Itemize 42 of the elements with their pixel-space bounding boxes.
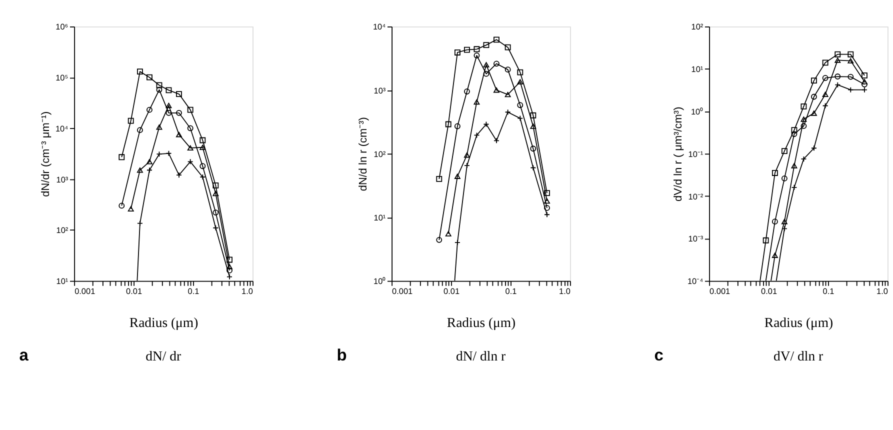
- y-tick-label: 10⁰: [374, 277, 386, 286]
- text: dV/ dln r: [774, 348, 824, 364]
- y-tick-label: 10⁻¹: [688, 150, 704, 159]
- x-tick-label: 0.1: [505, 287, 518, 296]
- text: b: [336, 346, 347, 364]
- x-tick-label: 0.01: [761, 287, 778, 296]
- text: dN/ dr: [146, 348, 182, 364]
- y-tick-label: 10¹: [374, 213, 386, 222]
- x-tick-label: 0.01: [444, 287, 460, 296]
- x-tick-label: 0.001: [74, 287, 96, 296]
- text: a: [19, 346, 30, 364]
- x-tick-label: 0.1: [188, 287, 200, 296]
- y-tick-label: 10¹: [56, 277, 68, 286]
- y-tick-label: 10⁰: [690, 107, 704, 116]
- x-tick-label: 1.0: [559, 287, 571, 296]
- y-tick-label: 10⁴: [55, 124, 69, 134]
- y-axis-title: dN/dr (cm⁻³ μm⁻¹): [40, 111, 52, 197]
- y-axis-title: dN/d ln r (cm⁻³): [358, 117, 370, 192]
- y-tick-label: 10²: [374, 150, 386, 159]
- x-tick-label: 1.0: [876, 287, 888, 296]
- x-tick-label: 0.01: [126, 287, 142, 296]
- text: c: [654, 346, 664, 364]
- y-tick-label: 10⁻⁴: [687, 277, 704, 286]
- x-tick-label: 0.001: [392, 287, 414, 296]
- x-tick-label: 1.0: [242, 287, 254, 296]
- y-tick-label: 10⁴: [372, 22, 386, 32]
- y-tick-label: 10⁵: [56, 74, 68, 83]
- text: dN/ dln r: [456, 348, 506, 364]
- y-tick-label: 10³: [374, 86, 386, 96]
- y-tick-label: 10⁻²: [688, 192, 704, 202]
- y-tick-label: 10¹: [691, 65, 704, 74]
- y-tick-label: 10³: [56, 175, 68, 184]
- x-axis-title: Radius (μm): [764, 315, 834, 330]
- y-tick-label: 10²: [691, 22, 704, 32]
- x-axis-title: Radius (μm): [129, 315, 198, 330]
- y-tick-label: 10²: [56, 226, 68, 236]
- y-axis-title: dV/d ln r ( μm³/cm³): [672, 106, 684, 202]
- y-tick-label: 10⁶: [56, 22, 68, 32]
- x-axis-title: Radius (μm): [446, 315, 516, 330]
- y-tick-label: 10⁻³: [688, 234, 704, 244]
- x-tick-label: 0.1: [822, 287, 835, 296]
- x-tick-label: 0.001: [710, 287, 731, 296]
